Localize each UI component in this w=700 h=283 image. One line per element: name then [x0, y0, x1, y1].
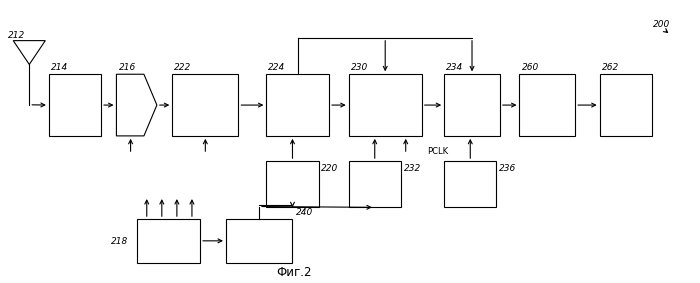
Bar: [137, 219, 200, 263]
Bar: [49, 74, 101, 136]
Text: 218: 218: [111, 237, 128, 246]
Bar: [172, 74, 239, 136]
Bar: [266, 74, 329, 136]
Text: 224: 224: [268, 63, 286, 72]
Text: 230: 230: [351, 63, 368, 72]
Text: PCLK: PCLK: [428, 147, 449, 156]
Text: 214: 214: [51, 63, 68, 72]
Text: 216: 216: [118, 63, 136, 72]
Bar: [266, 161, 318, 207]
Polygon shape: [116, 74, 157, 136]
Polygon shape: [13, 41, 46, 65]
Text: 222: 222: [174, 63, 192, 72]
Text: Фиг.2: Фиг.2: [276, 266, 312, 279]
Text: 236: 236: [499, 164, 517, 173]
Text: 220: 220: [321, 164, 339, 173]
Bar: [600, 74, 652, 136]
Text: 232: 232: [404, 164, 421, 173]
Bar: [444, 161, 496, 207]
Text: 260: 260: [522, 63, 539, 72]
Text: 234: 234: [446, 63, 463, 72]
Bar: [349, 74, 422, 136]
Bar: [444, 74, 500, 136]
Text: 262: 262: [602, 63, 619, 72]
Text: 240: 240: [295, 209, 313, 217]
Bar: [226, 219, 292, 263]
Text: 212: 212: [8, 31, 26, 40]
Text: 200: 200: [653, 20, 671, 29]
Bar: [349, 161, 401, 207]
Bar: [519, 74, 575, 136]
